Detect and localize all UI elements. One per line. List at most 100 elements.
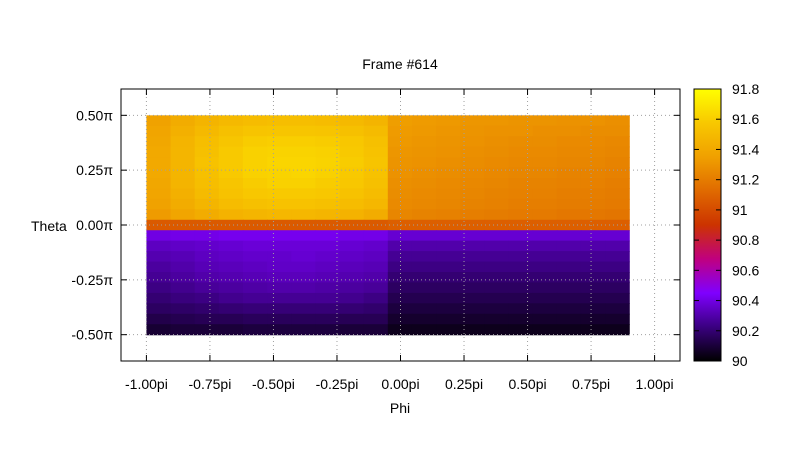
heatmap-cell	[580, 261, 606, 273]
heatmap-cell	[508, 272, 534, 284]
heatmap-cell	[508, 167, 534, 179]
heatmap-cell	[556, 313, 582, 325]
heatmap-cell	[508, 198, 534, 210]
heatmap-cell	[532, 282, 558, 294]
heatmap-cell	[291, 324, 316, 336]
heatmap-cell	[146, 178, 172, 190]
heatmap-cell	[508, 230, 534, 242]
heatmap-cell	[508, 303, 534, 315]
heatmap-cell	[605, 198, 630, 210]
heatmap-cell	[460, 303, 485, 315]
heatmap-cell	[387, 292, 413, 304]
heatmap-cell	[218, 261, 244, 273]
heatmap-cell	[267, 178, 292, 190]
heatmap-cell	[556, 198, 582, 210]
heatmap-cell	[339, 303, 365, 315]
heatmap-cell	[436, 292, 461, 304]
heatmap-cell	[363, 125, 389, 137]
heatmap-cell	[170, 146, 196, 158]
heatmap-cell	[146, 251, 172, 263]
heatmap-cell	[532, 115, 558, 127]
heatmap-cell	[508, 324, 534, 336]
heatmap-cell	[387, 157, 413, 169]
heatmap-cell	[580, 157, 606, 169]
heatmap-cell	[436, 146, 461, 158]
heatmap-cell	[532, 157, 558, 169]
colorbar-tick-label: 91.2	[732, 172, 759, 188]
heatmap-cell	[460, 251, 485, 263]
heatmap-cell	[194, 125, 220, 137]
heatmap-cell	[363, 178, 389, 190]
heatmap-cell	[605, 324, 630, 336]
heatmap-cell	[532, 136, 558, 148]
heatmap-cell	[315, 167, 341, 179]
heatmap-cell	[242, 219, 268, 231]
heatmap-cell	[194, 157, 220, 169]
heatmap-cell	[387, 178, 413, 190]
heatmap-cell	[532, 125, 558, 137]
heatmap-cell	[242, 178, 268, 190]
heatmap-cell	[363, 188, 389, 200]
grid-lines	[121, 89, 680, 361]
heatmap-cell	[460, 178, 485, 190]
heatmap-cell	[170, 157, 196, 169]
heatmap-cell	[508, 188, 534, 200]
heatmap-cell	[580, 230, 606, 242]
heatmap-cell	[267, 272, 292, 284]
heatmap-cell	[363, 240, 389, 252]
heatmap-cell	[484, 219, 510, 231]
heatmap-cell	[339, 251, 365, 263]
heatmap-cell	[411, 125, 437, 137]
heatmap-cell	[218, 313, 244, 325]
heatmap-cell	[146, 115, 172, 127]
heatmap-cell	[291, 261, 316, 273]
heatmap-cell	[508, 282, 534, 294]
heatmap-cell	[315, 313, 341, 325]
y-axis-label: Theta	[31, 218, 67, 234]
heatmap-cell	[291, 240, 316, 252]
heatmap-cell	[387, 146, 413, 158]
heatmap-cell	[170, 303, 196, 315]
heatmap-cell	[146, 261, 172, 273]
heatmap-cell	[605, 261, 630, 273]
heatmap-cell	[532, 261, 558, 273]
heatmap-cell	[267, 282, 292, 294]
heatmap-cell	[315, 282, 341, 294]
heatmap-cell	[484, 292, 510, 304]
heatmap-cell	[580, 272, 606, 284]
heatmap-cell	[580, 251, 606, 263]
heatmap-cell	[267, 230, 292, 242]
heatmap-cell	[170, 324, 196, 336]
heatmap-cell	[267, 313, 292, 325]
heatmap-cell	[605, 178, 630, 190]
heatmap-cell	[556, 240, 582, 252]
heatmap-cell	[363, 292, 389, 304]
heatmap-cell	[291, 292, 316, 304]
heatmap-cell	[532, 178, 558, 190]
colorbar	[693, 88, 722, 362]
colorbar-tick-label: 91	[732, 202, 748, 218]
heatmap-cell	[218, 188, 244, 200]
heatmap-cell	[556, 324, 582, 336]
y-tick-label: 0.00π	[76, 217, 113, 233]
heatmap-cell	[242, 303, 268, 315]
heatmap-cell	[267, 251, 292, 263]
heatmap-cell	[194, 178, 220, 190]
heatmap-cell	[291, 167, 316, 179]
heatmap-cell	[484, 230, 510, 242]
heatmap-cell	[242, 115, 268, 127]
heatmap-cell	[460, 219, 485, 231]
heatmap-cell	[315, 261, 341, 273]
colorbar-tick-label: 91.6	[732, 111, 759, 127]
heatmap-cell	[436, 188, 461, 200]
y-tick-label: -0.25π	[71, 272, 113, 288]
heatmap-cell	[436, 198, 461, 210]
heatmap-cell	[291, 303, 316, 315]
heatmap-cell	[508, 115, 534, 127]
heatmap-cell	[170, 198, 196, 210]
heatmap-cell	[218, 209, 244, 221]
heatmap-cell	[339, 313, 365, 325]
colorbar-tick-label: 90.2	[732, 323, 759, 339]
colorbar-tick-label: 90	[732, 353, 748, 369]
heatmap-cell	[242, 230, 268, 242]
